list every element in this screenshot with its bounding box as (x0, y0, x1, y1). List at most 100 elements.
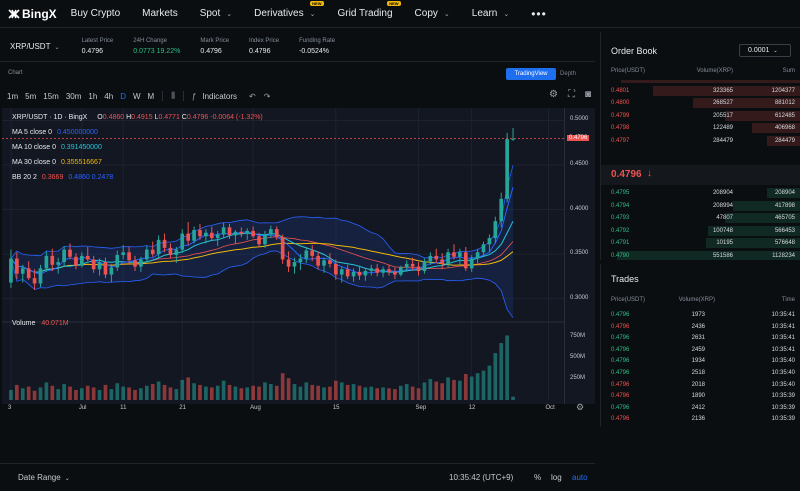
trade-price: 0.4796 (611, 370, 629, 376)
candle-body (304, 251, 308, 259)
trade-price: 0.4796 (611, 382, 629, 388)
trade-price: 0.4796 (611, 416, 629, 422)
candle-body (110, 267, 114, 274)
precision-select[interactable]: 0.0001⌄ (739, 44, 791, 57)
undo-icon[interactable]: ↶ (249, 92, 256, 101)
auto-scale-toggle[interactable]: auto (572, 473, 588, 482)
candle-body (74, 257, 78, 266)
bingx-logo[interactable]: BingX (8, 7, 57, 21)
candle-body (92, 259, 96, 269)
stat-value: -0.0524% (299, 48, 335, 55)
timeframe-w[interactable]: W (133, 92, 141, 101)
volume-bar (364, 387, 368, 400)
tab-depth[interactable]: Depth (560, 68, 576, 80)
candle-body (263, 234, 267, 244)
volume-value: 40.071M (41, 320, 68, 327)
camera-icon[interactable]: ◙ (585, 89, 591, 100)
candle-body (204, 233, 208, 237)
candlestick-chart[interactable] (2, 108, 564, 404)
order-sum: 1563992 (772, 80, 795, 81)
timeframe-m[interactable]: M (148, 92, 155, 101)
chart-plot-area[interactable]: XRP/USDT · 1D · BingX O0.4860 H0.4915 L0… (2, 108, 564, 404)
candle-type-icon[interactable]: ⫼ (171, 91, 175, 101)
utc-clock[interactable]: 10:35:42 (UTC+9) (449, 473, 513, 482)
nav-item-derivatives[interactable]: Derivatives⌄NEW (254, 8, 315, 19)
timeframe-30m[interactable]: 30m (66, 92, 82, 101)
volume-bar (488, 366, 492, 400)
candle-body (245, 231, 249, 234)
candle-body (499, 199, 503, 221)
price-tick-label: 0.4500 (570, 161, 588, 167)
candle-body (269, 229, 273, 234)
volume-bar (429, 379, 433, 400)
candle-body (440, 259, 444, 263)
percent-scale-toggle[interactable]: % (534, 473, 541, 482)
timeframe-d[interactable]: D (120, 92, 126, 101)
order-price: 0.4792 (611, 228, 629, 234)
more-menu-icon[interactable]: ••• (531, 7, 547, 21)
candle-body (375, 268, 379, 272)
order-book-ask-row[interactable]: 0.48023596151563992 (601, 80, 800, 84)
trade-price: 0.4796 (611, 405, 629, 411)
volume-bar (157, 382, 161, 400)
candle-body (139, 259, 143, 266)
log-scale-toggle[interactable]: log (551, 473, 562, 482)
nav-item-copy[interactable]: Copy⌄ (415, 8, 450, 19)
candle-body (50, 256, 54, 265)
volume-bar (104, 385, 108, 400)
redo-icon[interactable]: ↷ (264, 92, 271, 101)
tab-tradingview[interactable]: TradingView (506, 68, 556, 80)
axis-settings-gear-icon[interactable]: ⚙ (576, 402, 584, 413)
nav-item-buy-crypto[interactable]: Buy Crypto (71, 8, 120, 19)
indicators-button[interactable]: Indicators (202, 92, 237, 101)
candle-body (45, 256, 49, 268)
volume-bar (145, 386, 149, 400)
pair-name: XRP/USDT (10, 42, 50, 51)
nav-item-spot[interactable]: Spot⌄ (200, 8, 232, 19)
volume-bar (446, 377, 450, 400)
order-volume: 359615 (713, 80, 733, 81)
nav-item-markets[interactable]: Markets (142, 8, 178, 19)
timeframe-5m[interactable]: 5m (25, 92, 36, 101)
candle-body (310, 251, 314, 256)
trade-volume: 2412 (692, 405, 705, 411)
volume-bar (115, 383, 119, 400)
volume-bar (275, 386, 279, 400)
fullscreen-icon[interactable]: ⛶ (568, 89, 575, 100)
timeframe-15m[interactable]: 15m (43, 92, 59, 101)
volume-bar (316, 386, 320, 400)
nav-item-learn[interactable]: Learn⌄ (472, 8, 509, 19)
candle-body (186, 234, 190, 241)
settings-gear-icon[interactable]: ⚙ (549, 89, 558, 100)
volume-legend: Volume 40.071M (12, 320, 69, 327)
timeframe-1h[interactable]: 1h (88, 92, 97, 101)
stat-label: Index Price (249, 38, 279, 44)
indicators-icon[interactable]: ƒ (192, 92, 196, 101)
volume-bar (228, 385, 232, 400)
volume-bar (204, 387, 208, 400)
timeframe-1m[interactable]: 1m (7, 92, 18, 101)
volume-bar (245, 387, 249, 400)
candle-body (464, 252, 468, 268)
candle-body (121, 252, 125, 255)
date-range-dropdown[interactable]: Date Range⌄ (18, 473, 70, 482)
pair-selector[interactable]: XRP/USDT ⌄ (10, 42, 60, 51)
timeframe-4h[interactable]: 4h (104, 92, 113, 101)
candle-body (180, 234, 184, 250)
volume-bar (310, 385, 314, 400)
